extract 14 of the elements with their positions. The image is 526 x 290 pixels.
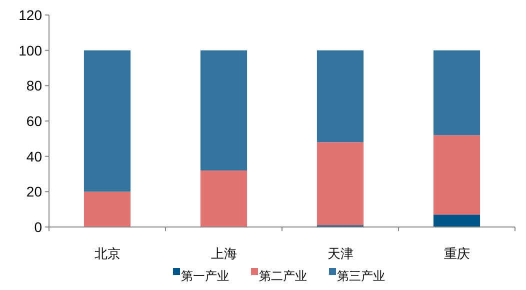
legend-label: 第三产业 [337, 269, 385, 283]
legend-label: 第一产业 [181, 269, 229, 283]
x-tick-label: 重庆 [444, 246, 470, 261]
y-tick-label: 80 [26, 78, 42, 94]
y-tick-label: 0 [34, 219, 42, 235]
y-tick-label: 20 [26, 184, 42, 200]
y-tick-label: 120 [18, 7, 42, 23]
y-tick-label: 40 [26, 148, 42, 164]
x-tick-label: 北京 [94, 246, 120, 261]
x-tick-label: 天津 [327, 246, 354, 261]
legend-label: 第二产业 [259, 269, 307, 283]
y-tick-label: 60 [26, 113, 42, 129]
x-tick-label: 上海 [210, 246, 237, 261]
y-tick-label: 100 [18, 42, 42, 58]
